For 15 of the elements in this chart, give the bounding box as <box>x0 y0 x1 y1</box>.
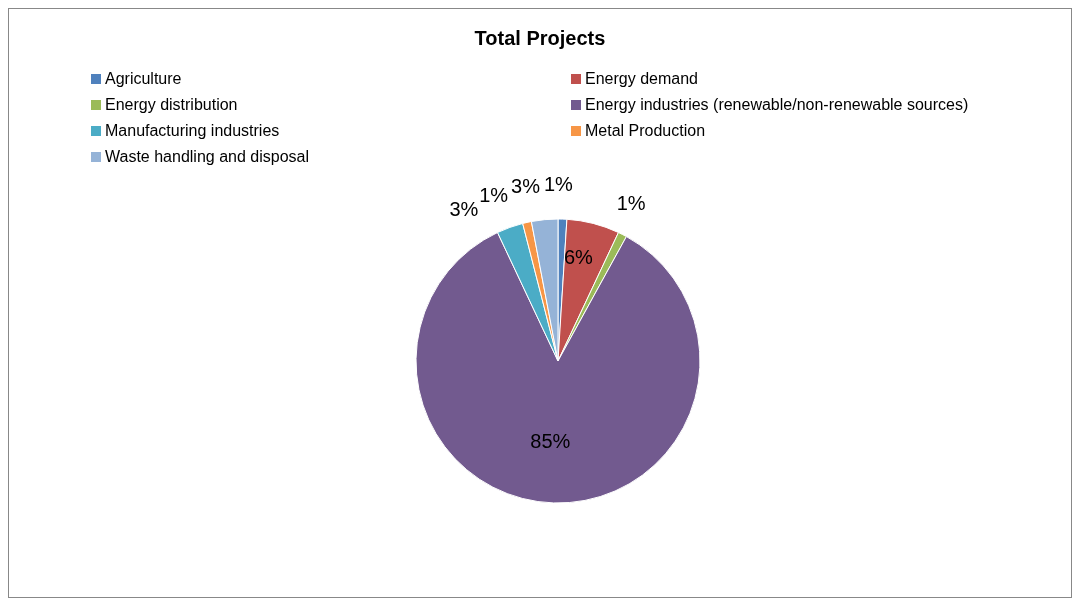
legend-label: Waste handling and disposal <box>105 148 309 166</box>
chart-title: Total Projects <box>473 26 607 51</box>
data-label: 3% <box>511 175 541 198</box>
legend-label: Energy distribution <box>105 96 238 114</box>
legend-label: Agriculture <box>105 70 182 88</box>
data-label: 1% <box>616 191 646 214</box>
legend-label: Energy demand <box>585 70 698 88</box>
legend-label: Manufacturing industries <box>105 122 280 140</box>
data-label: 1% <box>543 173 574 196</box>
legend-label: Energy industries (renewable/non-renewable sources) <box>585 96 969 114</box>
data-label: 85% <box>530 430 571 453</box>
data-label: 3% <box>449 197 479 220</box>
data-label: 1% <box>479 183 509 206</box>
legend-label: Metal Production <box>585 122 706 140</box>
data-label: 6% <box>563 245 594 268</box>
